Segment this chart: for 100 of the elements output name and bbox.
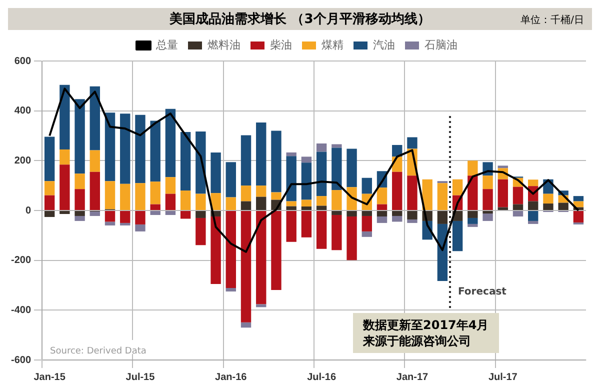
bar — [332, 211, 342, 215]
bar — [90, 150, 100, 172]
bar — [180, 211, 191, 219]
bar — [60, 149, 70, 165]
bar — [226, 197, 236, 210]
bar — [286, 156, 296, 202]
bar — [165, 177, 176, 194]
bar — [60, 84, 70, 150]
bar — [407, 211, 418, 220]
bar — [362, 231, 372, 237]
bar — [271, 192, 282, 200]
bar — [512, 204, 524, 210]
bar — [74, 174, 85, 190]
bar — [135, 211, 146, 224]
bar — [482, 176, 493, 190]
bar — [135, 183, 146, 210]
legend-label: 煤精 — [322, 38, 344, 52]
bar — [301, 206, 312, 210]
bar — [165, 211, 176, 215]
bar — [452, 179, 463, 196]
bar — [482, 189, 493, 210]
bar — [543, 204, 554, 210]
bar — [256, 122, 266, 186]
bar — [528, 211, 538, 221]
bar — [74, 99, 85, 174]
bar — [74, 211, 85, 216]
bar — [346, 148, 357, 188]
bar — [90, 211, 100, 216]
bar — [316, 152, 327, 196]
bar — [512, 211, 524, 216]
bar — [482, 213, 493, 221]
bar — [346, 211, 357, 216]
bar — [150, 120, 160, 182]
bar — [120, 222, 130, 226]
bar — [240, 201, 252, 210]
bar — [452, 220, 463, 252]
bar — [74, 189, 85, 210]
x-tick-label: Jul-15 — [126, 372, 156, 383]
bar — [226, 211, 236, 288]
bar — [104, 211, 116, 222]
bar — [44, 181, 55, 196]
bar — [468, 224, 478, 227]
legend-label: 汽油 — [373, 38, 395, 52]
bar — [332, 144, 342, 148]
bar — [150, 182, 160, 204]
y-tick-label: 400 — [14, 106, 32, 117]
bar — [376, 211, 388, 216]
bar — [60, 211, 70, 214]
legend-label: 总量 — [155, 38, 178, 52]
bar — [180, 190, 191, 210]
bar — [210, 152, 221, 194]
legend-label: 燃料油 — [208, 38, 240, 52]
bar — [44, 136, 55, 182]
bar — [376, 216, 388, 223]
annotation: Source: Derived Data — [50, 346, 146, 356]
bar — [407, 219, 418, 223]
bar — [120, 184, 130, 210]
bar — [196, 218, 206, 246]
bar — [332, 214, 342, 250]
bar — [498, 166, 508, 168]
x-tick-label: Jul-17 — [488, 372, 518, 383]
annotation: 数据更新至2017年4月 — [363, 317, 489, 333]
y-tick-label: -600 — [11, 354, 32, 366]
x-tick-label: Jan-16 — [215, 372, 248, 383]
bar — [240, 211, 252, 322]
bar — [392, 216, 402, 222]
y-tick-label: -400 — [11, 304, 32, 316]
bar — [150, 211, 160, 215]
bar — [104, 181, 116, 210]
bar — [196, 211, 206, 218]
bar — [286, 211, 296, 242]
bar — [44, 195, 55, 210]
bar — [271, 211, 282, 290]
bar — [407, 137, 418, 149]
bar — [528, 180, 538, 186]
bar — [468, 218, 478, 224]
bar — [376, 204, 388, 210]
bar — [362, 216, 372, 232]
bar — [210, 193, 221, 210]
bar — [543, 194, 554, 204]
chart-title: 美国成品油需求增长 （3个月平滑移动均线） — [170, 10, 430, 28]
bar — [362, 178, 372, 194]
bar — [226, 288, 236, 292]
legend-label: 石脑油 — [424, 38, 458, 52]
x-tick-label: Jan-17 — [396, 372, 429, 383]
bar — [392, 172, 402, 210]
bar — [376, 188, 388, 204]
annotation: 来源于能源咨询公司 — [363, 333, 472, 349]
bar — [332, 148, 342, 190]
bar — [256, 196, 266, 210]
bar — [392, 211, 402, 216]
y-tick-label: 600 — [14, 56, 32, 67]
bar — [573, 211, 584, 222]
bar — [240, 135, 252, 186]
bar — [301, 162, 312, 200]
bar — [135, 224, 146, 232]
bar — [120, 114, 130, 184]
bar — [135, 114, 146, 184]
bar — [468, 211, 478, 218]
bar — [74, 216, 85, 221]
